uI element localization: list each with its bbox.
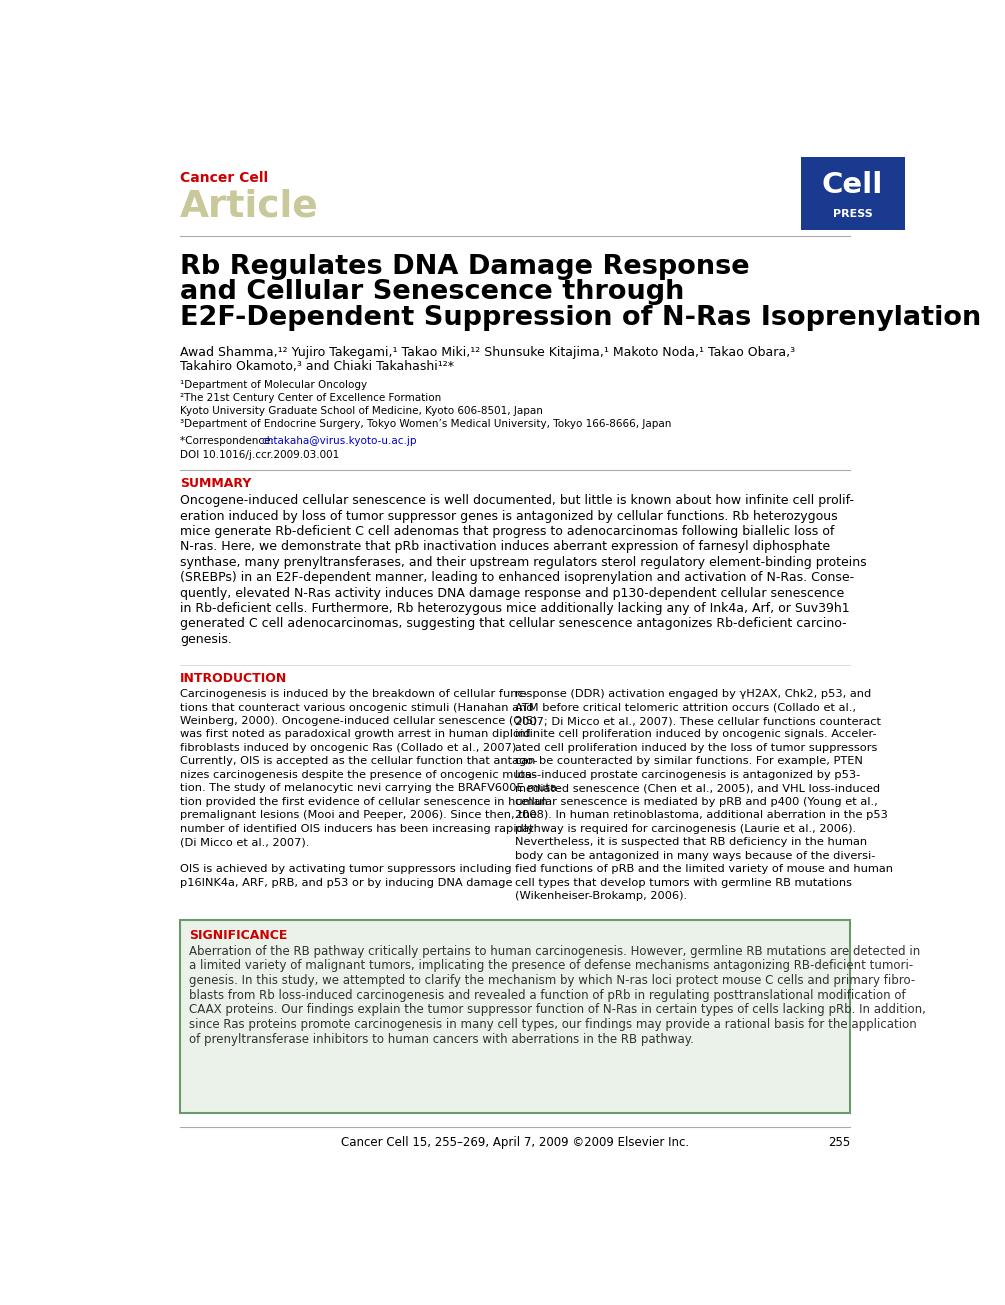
Text: CAAX proteins. Our findings explain the tumor suppressor function of N-Ras in ce: CAAX proteins. Our findings explain the … xyxy=(189,1004,926,1017)
Text: mice generate Rb-deficient C cell adenomas that progress to adenocarcinomas foll: mice generate Rb-deficient C cell adenom… xyxy=(180,525,834,538)
Text: since Ras proteins promote carcinogenesis in many cell types, our findings may p: since Ras proteins promote carcinogenesi… xyxy=(189,1018,917,1031)
Text: a limited variety of malignant tumors, implicating the presence of defense mecha: a limited variety of malignant tumors, i… xyxy=(189,959,914,972)
Text: Cell: Cell xyxy=(822,171,883,200)
Text: p16INK4a, ARF, pRB, and p53 or by inducing DNA damage: p16INK4a, ARF, pRB, and p53 or by induci… xyxy=(180,878,513,887)
Text: 2007; Di Micco et al., 2007). These cellular functions counteract: 2007; Di Micco et al., 2007). These cell… xyxy=(515,716,880,726)
Text: loss-induced prostate carcinogenesis is antagonized by p53-: loss-induced prostate carcinogenesis is … xyxy=(515,770,860,780)
Text: generated C cell adenocarcinomas, suggesting that cellular senescence antagonize: generated C cell adenocarcinomas, sugges… xyxy=(180,617,846,630)
Text: E2F-Dependent Suppression of N-Ras Isoprenylation: E2F-Dependent Suppression of N-Ras Isopr… xyxy=(180,304,981,330)
Text: ated cell proliferation induced by the loss of tumor suppressors: ated cell proliferation induced by the l… xyxy=(515,743,877,753)
Text: Currently, OIS is accepted as the cellular function that antago-: Currently, OIS is accepted as the cellul… xyxy=(180,757,538,766)
FancyBboxPatch shape xyxy=(801,157,904,230)
Text: genesis.: genesis. xyxy=(180,633,232,646)
Text: (Wikenheiser-Brokamp, 2006).: (Wikenheiser-Brokamp, 2006). xyxy=(515,891,686,902)
Text: mediated senescence (Chen et al., 2005), and VHL loss-induced: mediated senescence (Chen et al., 2005),… xyxy=(515,783,879,793)
Text: SIGNIFICANCE: SIGNIFICANCE xyxy=(189,929,287,942)
Text: Oncogene-induced cellular senescence is well documented, but little is known abo: Oncogene-induced cellular senescence is … xyxy=(180,495,854,508)
Text: 255: 255 xyxy=(828,1137,850,1150)
Text: Carcinogenesis is induced by the breakdown of cellular func-: Carcinogenesis is induced by the breakdo… xyxy=(180,689,528,699)
Text: cellular senescence is mediated by pRB and p400 (Young et al.,: cellular senescence is mediated by pRB a… xyxy=(515,797,877,806)
Text: cell types that develop tumors with germline RB mutations: cell types that develop tumors with germ… xyxy=(515,878,851,887)
Text: premalignant lesions (Mooi and Peeper, 2006). Since then, the: premalignant lesions (Mooi and Peeper, 2… xyxy=(180,810,537,821)
Text: SUMMARY: SUMMARY xyxy=(180,478,251,491)
Text: (SREBPs) in an E2F-dependent manner, leading to enhanced isoprenylation and acti: (SREBPs) in an E2F-dependent manner, lea… xyxy=(180,572,854,585)
Text: fibroblasts induced by oncogenic Ras (Collado et al., 2007).: fibroblasts induced by oncogenic Ras (Co… xyxy=(180,743,520,753)
Text: Takahiro Okamoto,³ and Chiaki Takahashi¹²*: Takahiro Okamoto,³ and Chiaki Takahashi¹… xyxy=(180,360,454,373)
FancyBboxPatch shape xyxy=(180,920,850,1113)
Text: synthase, many prenyltransferases, and their upstream regulators sterol regulato: synthase, many prenyltransferases, and t… xyxy=(180,556,866,569)
Text: chtakaha@virus.kyoto-u.ac.jp: chtakaha@virus.kyoto-u.ac.jp xyxy=(261,436,417,446)
Text: Rb Regulates DNA Damage Response: Rb Regulates DNA Damage Response xyxy=(180,253,750,279)
Text: eration induced by loss of tumor suppressor genes is antagonized by cellular fun: eration induced by loss of tumor suppres… xyxy=(180,510,837,523)
Text: ATM before critical telomeric attrition occurs (Collado et al.,: ATM before critical telomeric attrition … xyxy=(515,702,855,713)
Text: Cancer Cell 15, 255–269, April 7, 2009 ©2009 Elsevier Inc.: Cancer Cell 15, 255–269, April 7, 2009 ©… xyxy=(341,1137,689,1150)
Text: and Cellular Senescence through: and Cellular Senescence through xyxy=(180,279,684,305)
Text: response (DDR) activation engaged by γH2AX, Chk2, p53, and: response (DDR) activation engaged by γH2… xyxy=(515,689,871,699)
Text: tion provided the first evidence of cellular senescence in human: tion provided the first evidence of cell… xyxy=(180,797,548,806)
Text: nizes carcinogenesis despite the presence of oncogenic muta-: nizes carcinogenesis despite the presenc… xyxy=(180,770,536,780)
Text: Article: Article xyxy=(180,189,319,224)
Text: genesis. In this study, we attempted to clarify the mechanism by which N-ras loc: genesis. In this study, we attempted to … xyxy=(189,974,916,987)
Text: ¹Department of Molecular Oncology: ¹Department of Molecular Oncology xyxy=(180,380,367,389)
Text: PRESS: PRESS xyxy=(833,209,872,218)
Text: ³Department of Endocrine Surgery, Tokyo Women’s Medical University, Tokyo 166-86: ³Department of Endocrine Surgery, Tokyo … xyxy=(180,419,671,429)
Text: Weinberg, 2000). Oncogene-induced cellular senescence (OIS): Weinberg, 2000). Oncogene-induced cellul… xyxy=(180,716,537,726)
Text: was first noted as paradoxical growth arrest in human diploid: was first noted as paradoxical growth ar… xyxy=(180,729,531,740)
Text: Cancer Cell: Cancer Cell xyxy=(180,171,268,185)
Text: body can be antagonized in many ways because of the diversi-: body can be antagonized in many ways bec… xyxy=(515,851,875,861)
Text: OIS is achieved by activating tumor suppressors including: OIS is achieved by activating tumor supp… xyxy=(180,864,512,874)
Text: infinite cell proliferation induced by oncogenic signals. Acceler-: infinite cell proliferation induced by o… xyxy=(515,729,876,740)
Text: can be counteracted by similar functions. For example, PTEN: can be counteracted by similar functions… xyxy=(515,757,862,766)
Text: Nevertheless, it is suspected that RB deficiency in the human: Nevertheless, it is suspected that RB de… xyxy=(515,838,866,847)
Text: Awad Shamma,¹² Yujiro Takegami,¹ Takao Miki,¹² Shunsuke Kitajima,¹ Makoto Noda,¹: Awad Shamma,¹² Yujiro Takegami,¹ Takao M… xyxy=(180,346,795,359)
Text: blasts from Rb loss-induced carcinogenesis and revealed a function of pRb in reg: blasts from Rb loss-induced carcinogenes… xyxy=(189,989,906,1002)
Text: in Rb-deficient cells. Furthermore, Rb heterozygous mice additionally lacking an: in Rb-deficient cells. Furthermore, Rb h… xyxy=(180,602,849,615)
Text: of prenyltransferase inhibitors to human cancers with aberrations in the RB path: of prenyltransferase inhibitors to human… xyxy=(189,1032,694,1045)
Text: quently, elevated N-Ras activity induces DNA damage response and p130-dependent : quently, elevated N-Ras activity induces… xyxy=(180,587,844,600)
Text: tions that counteract various oncogenic stimuli (Hanahan and: tions that counteract various oncogenic … xyxy=(180,702,534,713)
Text: DOI 10.1016/j.ccr.2009.03.001: DOI 10.1016/j.ccr.2009.03.001 xyxy=(180,450,339,461)
Text: Aberration of the RB pathway critically pertains to human carcinogenesis. Howeve: Aberration of the RB pathway critically … xyxy=(189,945,921,958)
Text: ²The 21st Century Center of Excellence Formation: ²The 21st Century Center of Excellence F… xyxy=(180,393,441,403)
Text: tion. The study of melanocytic nevi carrying the BRAFV600E muta-: tion. The study of melanocytic nevi carr… xyxy=(180,783,561,793)
Text: *Correspondence:: *Correspondence: xyxy=(180,436,277,446)
Text: pathway is required for carcinogenesis (Laurie et al., 2006).: pathway is required for carcinogenesis (… xyxy=(515,823,856,834)
Text: number of identified OIS inducers has been increasing rapidly: number of identified OIS inducers has be… xyxy=(180,823,534,834)
Text: fied functions of pRB and the limited variety of mouse and human: fied functions of pRB and the limited va… xyxy=(515,864,892,874)
Text: (Di Micco et al., 2007).: (Di Micco et al., 2007). xyxy=(180,838,310,847)
Text: INTRODUCTION: INTRODUCTION xyxy=(180,672,287,685)
Text: 2008). In human retinoblastoma, additional aberration in the p53: 2008). In human retinoblastoma, addition… xyxy=(515,810,887,821)
Text: N-ras. Here, we demonstrate that pRb inactivation induces aberrant expression of: N-ras. Here, we demonstrate that pRb ina… xyxy=(180,540,830,553)
Text: Kyoto University Graduate School of Medicine, Kyoto 606-8501, Japan: Kyoto University Graduate School of Medi… xyxy=(180,406,543,416)
